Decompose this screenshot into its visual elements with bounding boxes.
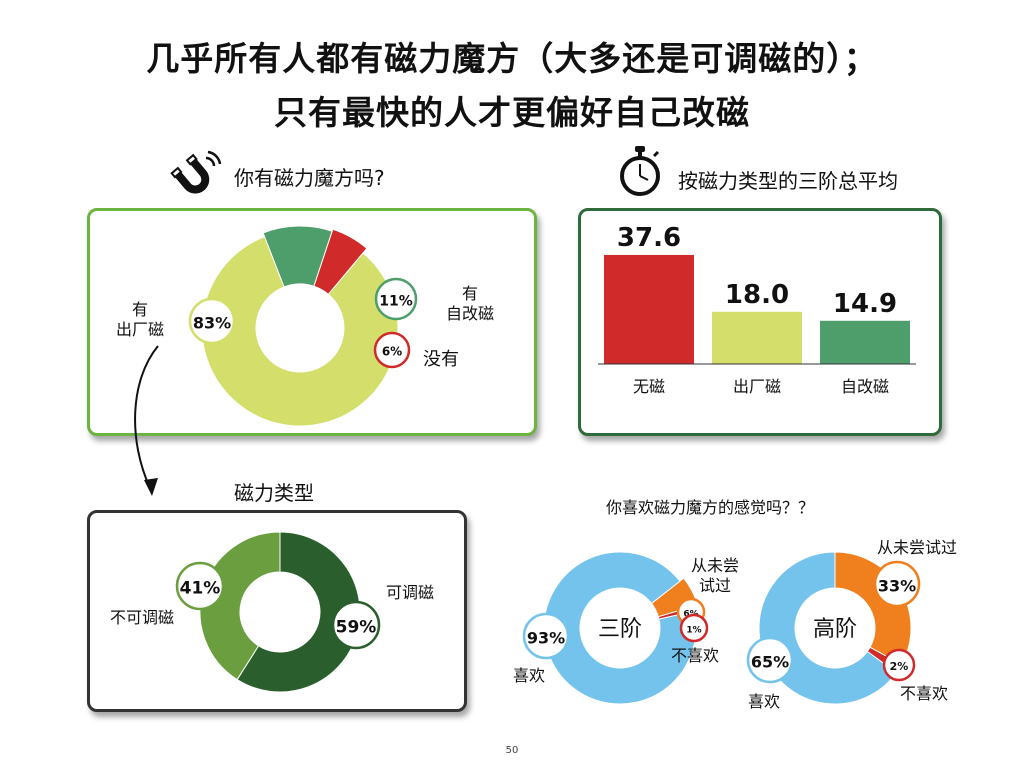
avg-section-title: 按磁力类型的三阶总平均 — [678, 169, 898, 193]
own-label-modded-line2: 自改磁 — [445, 304, 494, 323]
page-number: 50 — [505, 745, 519, 756]
feel-section-title: 你喜欢磁力魔方的感觉吗？？ — [606, 498, 815, 517]
avg-bar-value-2: 14.9 — [833, 289, 897, 319]
feel3-label-like: 喜欢 — [512, 666, 545, 685]
own-badge-1 — [374, 277, 418, 321]
own-badge-text-1: 11% — [379, 294, 413, 310]
feelH-badge-0 — [873, 560, 921, 608]
own-label-factory-line2: 出厂磁 — [115, 320, 164, 339]
avg-category-label-2: 自改磁 — [841, 377, 889, 396]
feelH-center-label: 高阶 — [813, 617, 857, 642]
magnet-icon — [170, 150, 222, 194]
feel3-badge-1 — [679, 613, 709, 643]
feel3-label-never: 从未尝 试过 — [680, 556, 750, 596]
own-badge-text-0: 83% — [193, 313, 231, 332]
feel3-badge-2 — [522, 612, 570, 660]
type-slice-0 — [236, 531, 361, 693]
feel3-label-never-line1: 从未尝 — [690, 556, 739, 575]
feel3-label-never-line2: 试过 — [698, 576, 731, 595]
page-title-line2: 只有最快的人才更偏好自己改磁 — [274, 93, 750, 132]
own-badge-text-2: 6% — [382, 345, 402, 359]
feel3-center-label: 三阶 — [598, 617, 642, 642]
type-label-adjustable: 可调磁 — [385, 583, 434, 602]
own-label-modded-line1: 有 — [461, 284, 478, 303]
avg-bar-value-1: 18.0 — [725, 280, 789, 310]
feelH-badge-text-0: 33% — [878, 576, 916, 595]
type-slice-1 — [199, 531, 281, 681]
own-section-title: 你有磁力魔方吗? — [234, 166, 385, 190]
avg-bar-2 — [820, 320, 910, 364]
type-badge-text-0: 59% — [336, 618, 377, 638]
own-label-none: 没有 — [423, 349, 459, 370]
avg-bar-1 — [712, 311, 802, 364]
avg-bar-0 — [604, 254, 694, 364]
own-label-factory-line1: 有 — [131, 300, 148, 319]
feelH-badge-2 — [746, 636, 794, 684]
feelH-badge-text-1: 2% — [890, 660, 909, 673]
own-badge-2 — [373, 331, 411, 369]
avg-bar-value-0: 37.6 — [617, 223, 681, 253]
type-badge-1 — [175, 561, 225, 611]
avg-category-label-1: 出厂磁 — [733, 377, 781, 396]
feelH-label-never: 从未尝试过 — [876, 538, 957, 557]
feel3-label-dislike: 不喜欢 — [670, 646, 719, 665]
feelH-slice-2 — [758, 551, 898, 705]
type-section-title: 磁力类型 — [234, 481, 314, 505]
feel3-badge-text-1: 1% — [686, 625, 701, 635]
feelH-badge-text-2: 65% — [751, 652, 789, 671]
type-badge-0 — [331, 600, 381, 650]
feel3-badge-text-2: 93% — [527, 628, 565, 647]
stopwatch-icon — [620, 146, 660, 196]
avg-category-label-0: 无磁 — [633, 377, 665, 396]
page-title-line1: 几乎所有人都有磁力魔方（大多还是可调磁的）； — [146, 39, 878, 78]
type-label-nonadjustable: 不可调磁 — [109, 608, 174, 627]
feelH-label-dislike: 不喜欢 — [899, 684, 948, 703]
feelH-label-like: 喜欢 — [747, 692, 780, 711]
own-slice-0 — [201, 235, 399, 427]
feelH-badge-1 — [882, 648, 916, 682]
own-badge-0 — [188, 297, 236, 345]
own-label-factory: 有 出厂磁 — [105, 300, 175, 340]
feel3-slice-2 — [543, 551, 697, 705]
type-badge-text-1: 41% — [180, 579, 221, 599]
own-label-modded: 有 自改磁 — [435, 284, 505, 324]
own-slice-2 — [313, 228, 368, 295]
